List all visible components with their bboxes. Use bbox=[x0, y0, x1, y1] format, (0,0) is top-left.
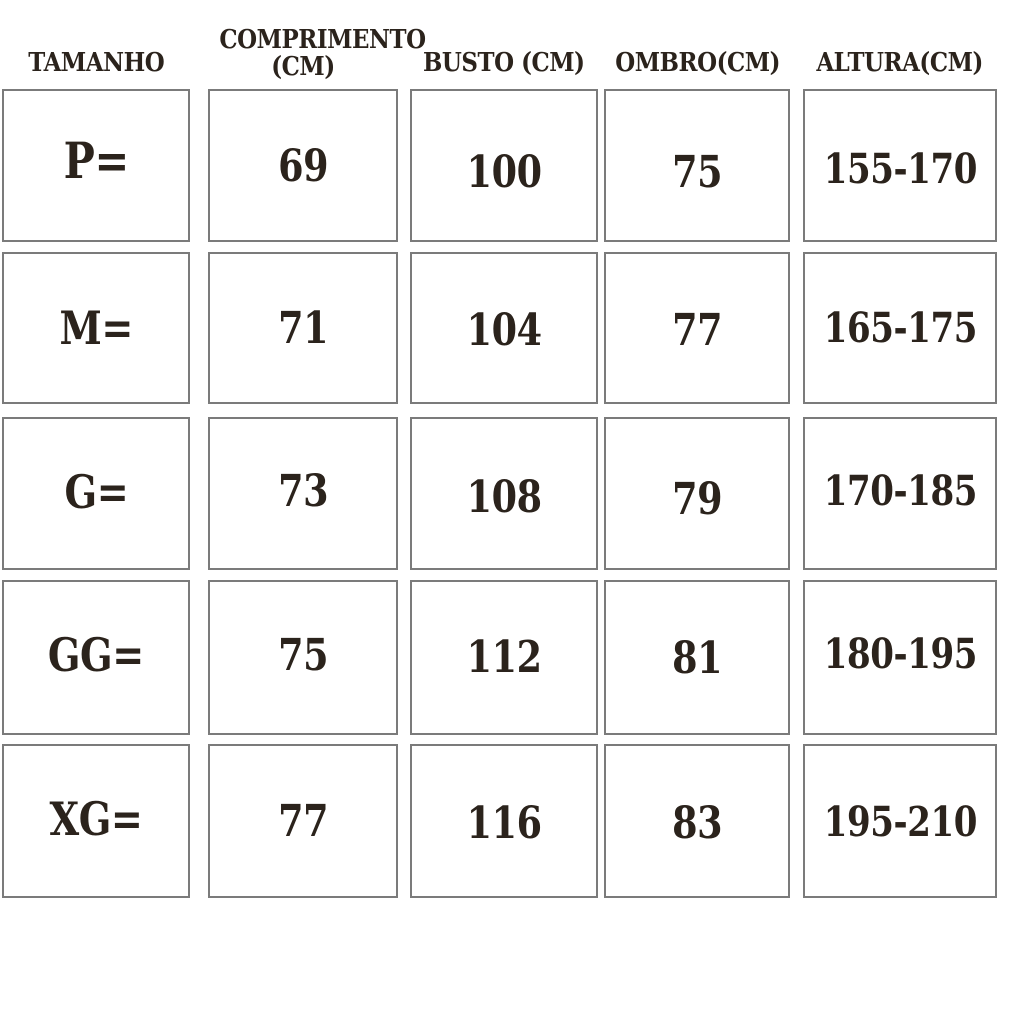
column-header-ombro-label: OMBRO(CM) bbox=[615, 48, 781, 78]
column-header-tamanho-label: TAMANHO bbox=[28, 48, 164, 78]
cell-g-ombro-value: 79 bbox=[671, 474, 722, 525]
cell-m-altura-value: 165-175 bbox=[823, 304, 977, 352]
cell-m-ombro-value: 77 bbox=[671, 304, 722, 356]
cell-p-tamanho-value: P= bbox=[63, 131, 129, 190]
cell-m-tamanho-value: M= bbox=[59, 301, 133, 355]
cell-gg-altura: 180-195 bbox=[803, 580, 997, 735]
cell-g-tamanho-value: G= bbox=[64, 464, 128, 519]
column-header-busto-label: BUSTO (CM) bbox=[423, 48, 585, 78]
cell-p-busto-value: 100 bbox=[466, 147, 542, 198]
cell-g-altura: 170-185 bbox=[803, 417, 997, 570]
cell-gg-tamanho: GG= bbox=[2, 580, 190, 735]
cell-gg-ombro: 81 bbox=[604, 580, 790, 735]
cell-g-tamanho: G= bbox=[2, 417, 190, 570]
cell-g-busto: 108 bbox=[410, 417, 598, 570]
cell-xg-busto-value: 116 bbox=[466, 797, 542, 849]
cell-xg-busto: 116 bbox=[410, 744, 598, 898]
cell-xg-altura-value: 195-210 bbox=[823, 798, 977, 846]
cell-m-busto: 104 bbox=[410, 252, 598, 404]
cell-gg-ombro-value: 81 bbox=[671, 633, 722, 684]
cell-p-ombro-value: 75 bbox=[671, 147, 722, 198]
cell-g-ombro: 79 bbox=[604, 417, 790, 570]
column-header-ombro: OMBRO(CM) bbox=[604, 50, 790, 79]
cell-m-comprimento-value: 71 bbox=[277, 302, 328, 354]
cell-g-comprimento: 73 bbox=[208, 417, 398, 570]
column-header-busto: BUSTO (CM) bbox=[410, 50, 598, 79]
column-header-altura: ALTURA(CM) bbox=[803, 50, 997, 79]
cell-p-altura: 155-170 bbox=[803, 89, 997, 242]
cell-xg-ombro-value: 83 bbox=[671, 797, 722, 849]
cell-xg-comprimento-value: 77 bbox=[277, 795, 328, 847]
cell-p-busto: 100 bbox=[410, 89, 598, 242]
cell-p-tamanho: P= bbox=[2, 89, 190, 242]
cell-p-altura-value: 155-170 bbox=[823, 144, 977, 193]
cell-gg-busto-value: 112 bbox=[466, 632, 542, 683]
cell-g-altura-value: 170-185 bbox=[823, 466, 977, 515]
cell-g-comprimento-value: 73 bbox=[277, 466, 328, 517]
cell-gg-tamanho-value: GG= bbox=[48, 627, 144, 682]
column-header-comprimento: COMPRIMENTO (CM) bbox=[208, 25, 426, 82]
cell-p-comprimento-value: 69 bbox=[277, 141, 328, 192]
cell-p-comprimento: 69 bbox=[208, 89, 398, 242]
column-header-altura-label: ALTURA(CM) bbox=[816, 48, 984, 78]
cell-m-busto-value: 104 bbox=[466, 304, 542, 356]
column-header-comprimento-line2: (CM) bbox=[271, 52, 335, 82]
column-header-comprimento-line1: COMPRIMENTO bbox=[219, 25, 426, 55]
cell-m-comprimento: 71 bbox=[208, 252, 398, 404]
cell-gg-comprimento-value: 75 bbox=[277, 630, 328, 681]
cell-gg-comprimento: 75 bbox=[208, 580, 398, 735]
cell-gg-altura-value: 180-195 bbox=[823, 629, 977, 678]
cell-xg-altura: 195-210 bbox=[803, 744, 997, 898]
cell-xg-comprimento: 77 bbox=[208, 744, 398, 898]
cell-gg-busto: 112 bbox=[410, 580, 598, 735]
cell-m-ombro: 77 bbox=[604, 252, 790, 404]
cell-m-altura: 165-175 bbox=[803, 252, 997, 404]
column-header-tamanho: TAMANHO bbox=[2, 50, 190, 79]
cell-p-ombro: 75 bbox=[604, 89, 790, 242]
cell-xg-tamanho: XG= bbox=[2, 744, 190, 898]
cell-g-busto-value: 108 bbox=[466, 472, 542, 523]
cell-xg-ombro: 83 bbox=[604, 744, 790, 898]
cell-m-tamanho: M= bbox=[2, 252, 190, 404]
cell-xg-tamanho-value: XG= bbox=[49, 792, 143, 846]
